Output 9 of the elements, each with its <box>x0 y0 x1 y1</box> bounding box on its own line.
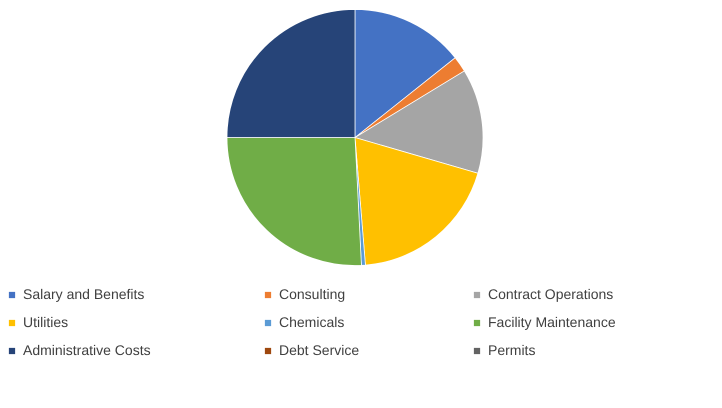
legend-label: Facility Maintenance <box>488 314 616 330</box>
legend-label: Salary and Benefits <box>23 286 144 302</box>
legend-label: Administrative Costs <box>23 342 151 358</box>
legend-label: Debt Service <box>279 342 360 358</box>
legend-label: Utilities <box>23 314 68 330</box>
legend-label: Consulting <box>279 286 346 302</box>
legend-label: Contract Operations <box>488 286 614 302</box>
legend-label: Permits <box>488 342 536 358</box>
legend-label: Chemicals <box>279 314 344 330</box>
